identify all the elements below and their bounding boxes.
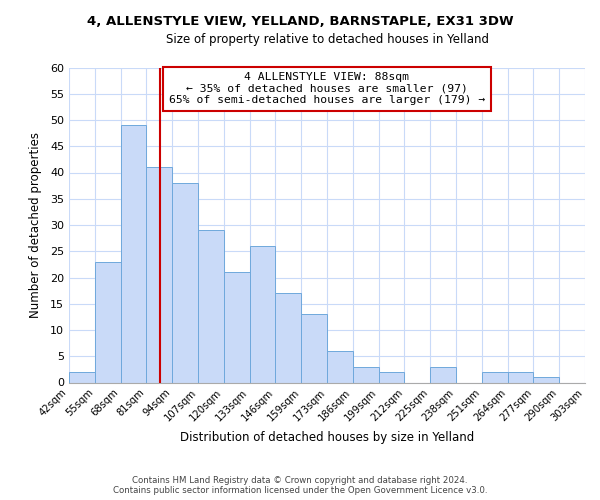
Bar xyxy=(146,167,172,382)
Bar xyxy=(533,377,559,382)
Bar xyxy=(482,372,508,382)
Bar xyxy=(275,293,301,382)
Bar xyxy=(508,372,533,382)
Bar xyxy=(353,367,379,382)
Y-axis label: Number of detached properties: Number of detached properties xyxy=(29,132,41,318)
Text: Contains HM Land Registry data © Crown copyright and database right 2024.
Contai: Contains HM Land Registry data © Crown c… xyxy=(113,476,487,495)
Bar xyxy=(224,272,250,382)
Bar xyxy=(121,125,146,382)
X-axis label: Distribution of detached houses by size in Yelland: Distribution of detached houses by size … xyxy=(180,432,474,444)
Bar xyxy=(95,262,121,382)
Bar xyxy=(379,372,404,382)
Bar xyxy=(250,246,275,382)
Title: Size of property relative to detached houses in Yelland: Size of property relative to detached ho… xyxy=(166,32,488,46)
Text: 4, ALLENSTYLE VIEW, YELLAND, BARNSTAPLE, EX31 3DW: 4, ALLENSTYLE VIEW, YELLAND, BARNSTAPLE,… xyxy=(86,15,514,28)
Bar xyxy=(430,367,456,382)
Bar xyxy=(198,230,224,382)
Bar xyxy=(172,183,198,382)
Bar xyxy=(301,314,327,382)
Bar xyxy=(327,351,353,382)
Bar xyxy=(69,372,95,382)
Text: 4 ALLENSTYLE VIEW: 88sqm
← 35% of detached houses are smaller (97)
65% of semi-d: 4 ALLENSTYLE VIEW: 88sqm ← 35% of detach… xyxy=(169,72,485,106)
